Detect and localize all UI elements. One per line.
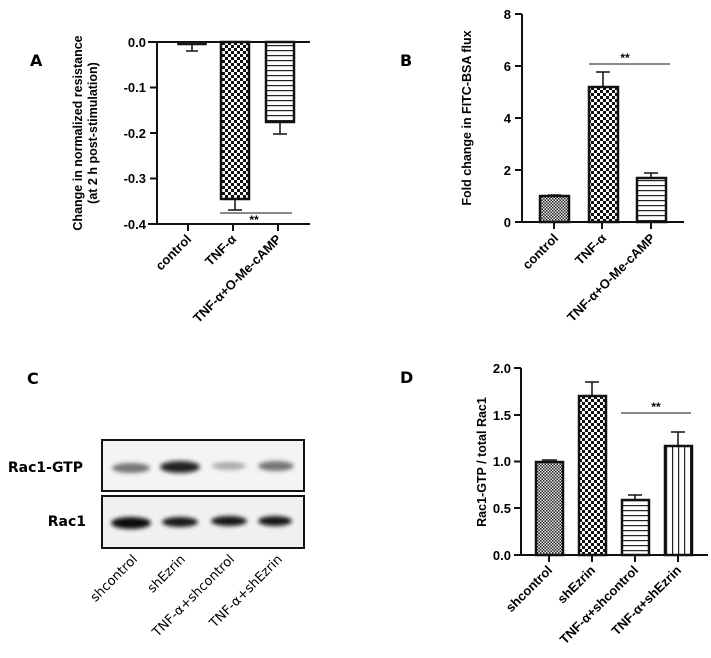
- blot-strip-rac1-gtp: [101, 439, 305, 492]
- svg-text:0.0: 0.0: [128, 35, 146, 50]
- significance-stars-b: **: [620, 51, 630, 65]
- bar-a-tnf: [219, 40, 251, 201]
- y-axis-label-b: Fold change in FITC-BSA flux: [460, 30, 474, 205]
- panel-label-b: B: [400, 51, 412, 70]
- svg-text:(at 2 h post-stimulation): (at 2 h post-stimulation): [86, 62, 100, 204]
- bar-d-tnf-shezrin: [663, 444, 694, 557]
- bar-b-tnf-ome: [635, 176, 668, 224]
- category-a-1: TNF-α: [202, 232, 239, 269]
- y-ticks-a: 0.0 -0.1 -0.2 -0.3 -0.4: [124, 35, 157, 232]
- category-d-0: shcontrol: [503, 563, 555, 615]
- category-d-1: shEzrin: [554, 562, 598, 606]
- bar-d-tnf-shcontrol: [620, 498, 651, 557]
- lane-label-2: TNF-α+shcontrol: [149, 552, 238, 641]
- significance-stars-d: **: [651, 400, 661, 414]
- svg-text:-0.3: -0.3: [124, 171, 146, 186]
- category-a-2: TNF-α+O-Me-cAMP: [190, 231, 284, 325]
- blot-row-label-rac1: Rac1: [48, 514, 86, 530]
- svg-text:0: 0: [504, 215, 511, 230]
- blot-strip-rac1: [101, 495, 305, 549]
- category-a-0: control: [152, 232, 194, 274]
- y-axis-label-d: Rac1-GTP / total Rac1: [475, 397, 489, 527]
- panel-label-c: C: [27, 369, 39, 388]
- panel-label-a: A: [30, 51, 43, 70]
- lane-label-0: shcontrol: [88, 552, 141, 605]
- category-d-2: TNF-α+shcontrol: [557, 563, 641, 647]
- svg-text:6: 6: [504, 59, 511, 74]
- category-b-1: TNF-α: [572, 231, 609, 268]
- svg-text:8: 8: [504, 7, 511, 22]
- svg-text:1.0: 1.0: [493, 454, 511, 469]
- bar-d-shcontrol: [534, 460, 565, 557]
- panel-b: B Fold change in FITC-BSA flux 8 6 4 2 0…: [400, 7, 684, 325]
- svg-text:Change in normalized resistanc: Change in normalized resistance: [71, 35, 85, 230]
- panel-label-d: D: [400, 368, 413, 387]
- svg-text:-0.1: -0.1: [124, 80, 146, 95]
- svg-text:2.0: 2.0: [493, 361, 511, 376]
- svg-text:-0.2: -0.2: [124, 126, 146, 141]
- svg-text:1.5: 1.5: [493, 408, 511, 423]
- bar-b-tnf: [587, 85, 620, 224]
- y-axis-label-a: Change in normalized resistance (at 2 h …: [71, 35, 100, 230]
- y-ticks-d: 2.0 1.5 1.0 0.5 0.0: [493, 361, 521, 563]
- category-b-0: control: [519, 231, 561, 273]
- svg-text:0.0: 0.0: [493, 548, 511, 563]
- panel-c: C Rac1-GTP Rac1 shcontrol shEzrin TNF-α+…: [8, 369, 305, 641]
- significance-stars-a: **: [249, 213, 259, 227]
- y-ticks-b: 8 6 4 2 0: [504, 7, 522, 230]
- svg-text:4: 4: [504, 111, 512, 126]
- bar-b-control: [538, 194, 571, 224]
- blot-row-label-rac1-gtp: Rac1-GTP: [8, 460, 83, 476]
- bar-d-shezrin: [577, 394, 608, 557]
- svg-text:0.5: 0.5: [493, 501, 511, 516]
- lane-label-1: shEzrin: [145, 552, 189, 596]
- svg-text:2: 2: [504, 163, 511, 178]
- bar-a-tnf-ome: [264, 40, 296, 124]
- category-b-2: TNF-α+O-Me-cAMP: [564, 230, 658, 324]
- svg-text:-0.4: -0.4: [124, 217, 147, 232]
- panel-d: D Rac1-GTP / total Rac1 2.0 1.5 1.0 0.5 …: [400, 361, 708, 647]
- panel-a: A Change in normalized resistance (at 2 …: [30, 35, 310, 326]
